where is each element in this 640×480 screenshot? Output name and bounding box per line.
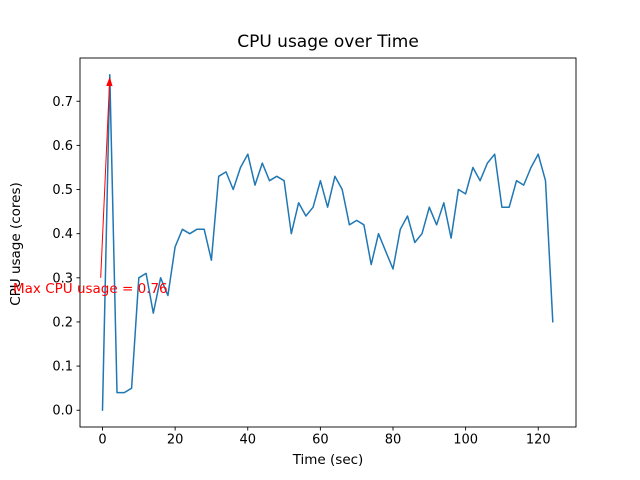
axes-frame bbox=[79, 57, 577, 428]
annotation-text: Max CPU usage = 0.76 bbox=[13, 281, 168, 297]
y-tick-label: 0.3 bbox=[52, 271, 73, 286]
x-axis-label: Time (sec) bbox=[292, 452, 364, 468]
y-tick-label: 0.2 bbox=[52, 315, 73, 330]
chart-title: CPU usage over Time bbox=[237, 32, 419, 52]
x-tick-label: 100 bbox=[453, 433, 478, 448]
x-tick-label: 80 bbox=[385, 433, 402, 448]
y-tick-label: 0.4 bbox=[52, 227, 73, 242]
x-tick-label: 60 bbox=[312, 433, 329, 448]
y-tick-label: 0.6 bbox=[52, 139, 73, 154]
x-tick-label: 0 bbox=[98, 433, 106, 448]
y-tick-label: 0.1 bbox=[52, 360, 73, 375]
y-tick-label: 0.5 bbox=[52, 183, 73, 198]
y-tick-label: 0.0 bbox=[52, 404, 73, 419]
annotation-arrow-line bbox=[100, 85, 110, 278]
x-tick-label: 20 bbox=[167, 433, 184, 448]
y-tick-label: 0.7 bbox=[52, 95, 73, 110]
annotation-arrow-head bbox=[106, 76, 113, 87]
x-tick-label: 120 bbox=[526, 433, 551, 448]
cpu-usage-series-line bbox=[101, 74, 554, 411]
x-tick-label: 40 bbox=[239, 433, 256, 448]
